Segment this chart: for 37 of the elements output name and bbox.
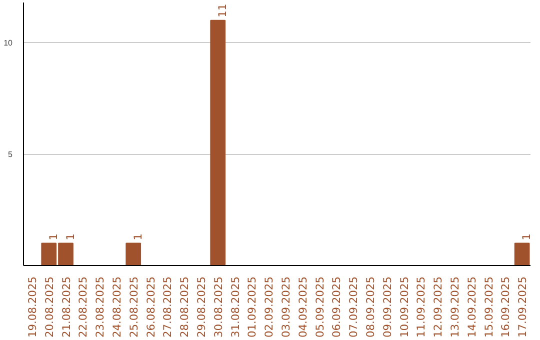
- x-tick-label: 26.08.2025: [144, 276, 158, 338]
- x-tick-label: 05.09.2025: [313, 276, 326, 338]
- x-tick-label: 10.09.2025: [398, 276, 411, 338]
- x-tick-label: 19.08.2025: [26, 276, 39, 338]
- y-tick-label: 10: [4, 38, 14, 48]
- x-tick-label: 24.08.2025: [110, 276, 124, 338]
- x-tick-label: 08.09.2025: [364, 276, 377, 338]
- data-label: 1: [520, 233, 534, 240]
- x-tick-label: 11.09.2025: [414, 276, 428, 338]
- data-label: 1: [131, 233, 144, 240]
- x-tick-label: 23.08.2025: [94, 276, 107, 338]
- x-tick-label: 03.09.2025: [279, 276, 292, 338]
- data-label: 11: [216, 4, 229, 18]
- x-tick-label: 04.09.2025: [296, 276, 310, 338]
- x-tick-label: 16.09.2025: [499, 276, 512, 338]
- data-label: 1: [46, 233, 60, 240]
- x-tick-label: 30.08.2025: [212, 276, 225, 338]
- x-tick-label: 25.08.2025: [127, 276, 140, 338]
- x-tick-label: 20.08.2025: [42, 276, 56, 338]
- x-tick-label: 13.09.2025: [448, 276, 462, 338]
- x-tick-label: 21.08.2025: [60, 276, 73, 338]
- x-tick-label: 12.09.2025: [432, 276, 445, 338]
- data-label: 1: [64, 233, 77, 240]
- x-tick-label: 31.08.2025: [228, 276, 242, 338]
- x-tick-label: 14.09.2025: [465, 276, 478, 338]
- x-tick-label: 06.09.2025: [330, 276, 344, 338]
- x-tick-label: 15.09.2025: [482, 276, 496, 338]
- x-tick-label: 29.08.2025: [194, 276, 208, 338]
- x-tick-label: 17.09.2025: [516, 276, 530, 338]
- x-tick-label: 22.08.2025: [76, 276, 90, 338]
- x-tick-label: 27.08.2025: [161, 276, 174, 338]
- x-tick-label: 01.09.2025: [246, 276, 259, 338]
- x-tick-label: 09.09.2025: [380, 276, 394, 338]
- x-tick-label: 02.09.2025: [262, 276, 276, 338]
- y-tick-label: 5: [8, 150, 14, 160]
- x-tick-label: 28.08.2025: [178, 276, 192, 338]
- x-tick-label: 07.09.2025: [347, 276, 360, 338]
